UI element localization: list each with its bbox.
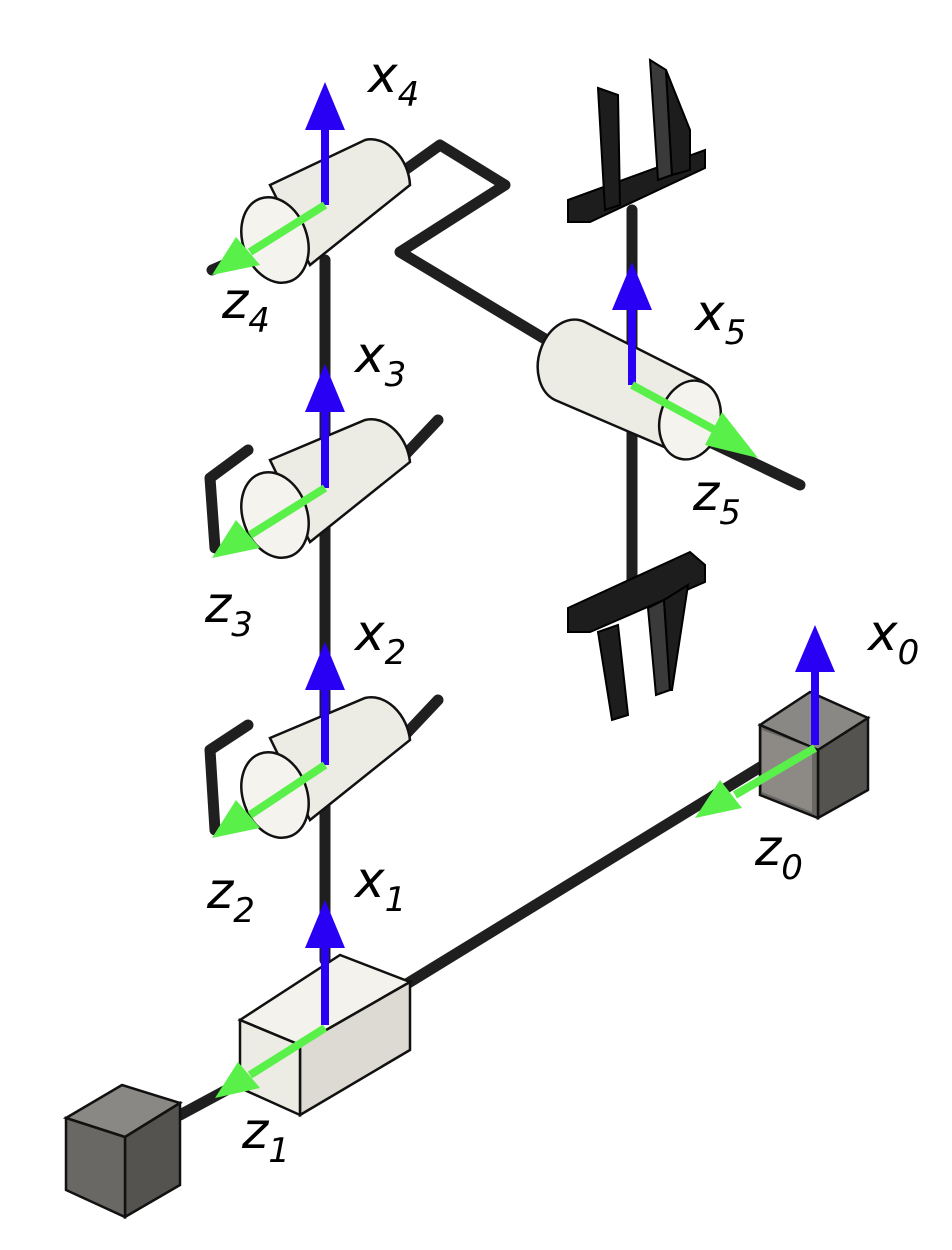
z4-axis-arrow bbox=[247, 201, 328, 256]
label-z1: z1 bbox=[241, 1102, 290, 1171]
frame2-axes bbox=[212, 642, 345, 838]
z1-arrowhead bbox=[215, 1062, 260, 1098]
label-x4: x4 bbox=[366, 46, 419, 115]
reference-cube bbox=[757, 690, 871, 821]
gripper-bottom-jaw bbox=[567, 550, 706, 722]
base-end-cube bbox=[62, 1083, 183, 1220]
x5-arrowhead bbox=[612, 262, 652, 310]
frame0-axes bbox=[695, 625, 835, 818]
z4-arrowhead bbox=[212, 237, 260, 275]
z2-axis-arrow bbox=[247, 761, 328, 819]
label-x3: x3 bbox=[353, 326, 406, 395]
gripper-top-jaw bbox=[567, 58, 706, 223]
label-x0: x0 bbox=[866, 604, 919, 673]
z2-arrowhead bbox=[212, 800, 260, 838]
link-joint3-shaft bbox=[399, 414, 444, 461]
z1-axis-arrow bbox=[247, 1024, 328, 1079]
label-z2: z2 bbox=[206, 862, 255, 931]
z5-axis-arrow bbox=[630, 381, 717, 434]
label-z3: z3 bbox=[204, 576, 253, 645]
label-x2: x2 bbox=[353, 604, 406, 673]
label-z0: z0 bbox=[754, 819, 803, 888]
frame5-axes bbox=[612, 262, 758, 458]
frame4-axes bbox=[212, 82, 345, 275]
z0-axis-arrow bbox=[732, 744, 818, 799]
z5-arrowhead bbox=[705, 412, 758, 458]
z3-axis-arrow bbox=[247, 484, 328, 539]
x3-arrowhead bbox=[305, 364, 345, 412]
link-joint2-shaft bbox=[399, 694, 444, 741]
link-joint2-loop bbox=[204, 719, 254, 836]
x4-arrowhead bbox=[305, 82, 345, 130]
link-joint4-crank bbox=[394, 139, 566, 354]
x1-arrowhead bbox=[305, 900, 345, 948]
label-z4: z4 bbox=[221, 272, 270, 341]
label-z5: z5 bbox=[692, 464, 741, 533]
z0-arrowhead bbox=[695, 780, 742, 818]
z3-arrowhead bbox=[212, 520, 260, 558]
x2-arrowhead bbox=[305, 642, 345, 690]
link-joint3-loop bbox=[204, 444, 254, 554]
label-x5: x5 bbox=[693, 284, 746, 353]
frame1-axes bbox=[215, 900, 345, 1098]
frame3-axes bbox=[212, 364, 345, 558]
x0-arrowhead bbox=[795, 625, 835, 672]
label-x1: x1 bbox=[353, 851, 406, 920]
